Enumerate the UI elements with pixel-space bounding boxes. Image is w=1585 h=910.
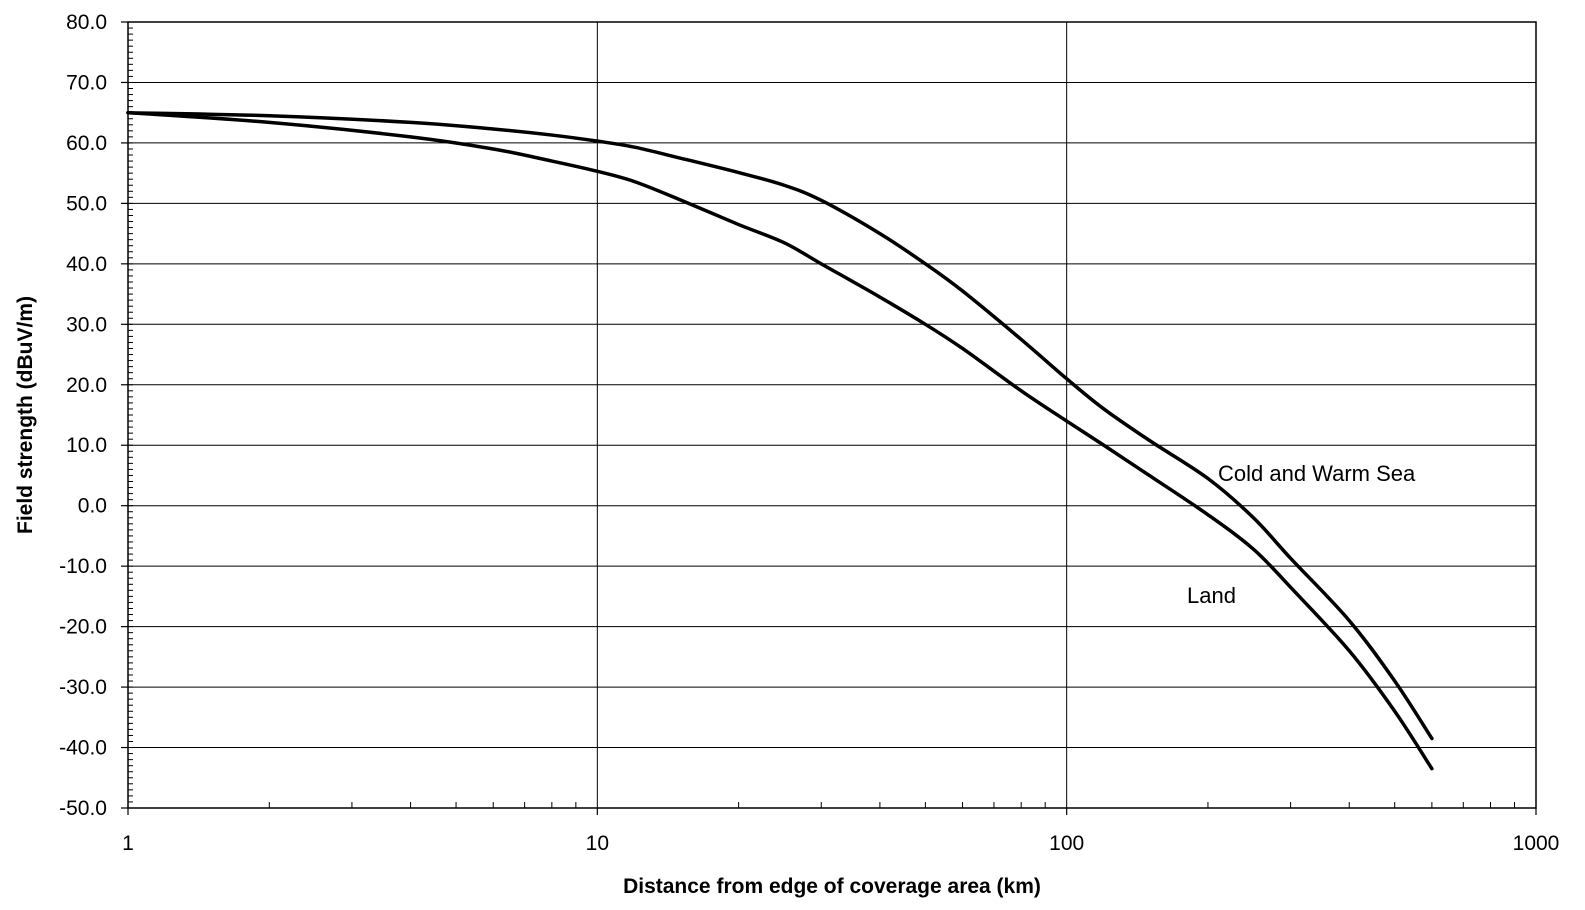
series-lines xyxy=(126,110,1434,771)
y-tick-label: 20.0 xyxy=(66,374,107,397)
y-tick-label: 50.0 xyxy=(66,192,107,215)
series-annotation-label: Cold and Warm Sea xyxy=(1218,461,1416,486)
series-annotations: Cold and Warm Sea Land xyxy=(1187,461,1416,608)
series-line-land xyxy=(126,110,1434,771)
y-tick-label: -50.0 xyxy=(59,797,107,820)
y-tick-label: -20.0 xyxy=(59,616,107,639)
y-tick-label: 30.0 xyxy=(66,313,107,336)
x-tick-label: 100 xyxy=(1049,832,1084,855)
x-tick-label: 10 xyxy=(586,832,609,855)
y-axis-tick-labels: 80.0 70.0 60.0 50.0 40.0 30.0 20.0 10.0 0.0 -10.0… xyxy=(59,11,107,820)
x-tick-label: 1 xyxy=(122,832,134,855)
y-tick-label: 10.0 xyxy=(66,434,107,457)
x-tick-label: 1000 xyxy=(1513,832,1560,855)
y-tick-label: 60.0 xyxy=(66,132,107,155)
y-tick-label: -40.0 xyxy=(59,737,107,760)
plot-area-frame xyxy=(127,21,1537,809)
y-tick-label: 40.0 xyxy=(66,253,107,276)
y-tick-label: 80.0 xyxy=(66,11,107,34)
y-tick-label: -10.0 xyxy=(59,555,107,578)
axis-minor-ticks xyxy=(121,21,1537,815)
y-tick-label: 70.0 xyxy=(66,71,107,94)
y-tick-label: 0.0 xyxy=(78,495,107,518)
series-annotation-label: Land xyxy=(1187,583,1236,608)
x-axis-label: Distance from edge of coverage area (km) xyxy=(623,875,1041,898)
y-axis-label: Field strength (dBuV/m) xyxy=(14,296,37,534)
grid-lines xyxy=(127,21,1537,809)
y-tick-label: -30.0 xyxy=(59,676,107,699)
series-line-cold-and-warm-sea xyxy=(126,110,1434,741)
x-axis-tick-labels: 1 10 100 1000 xyxy=(122,832,1559,855)
